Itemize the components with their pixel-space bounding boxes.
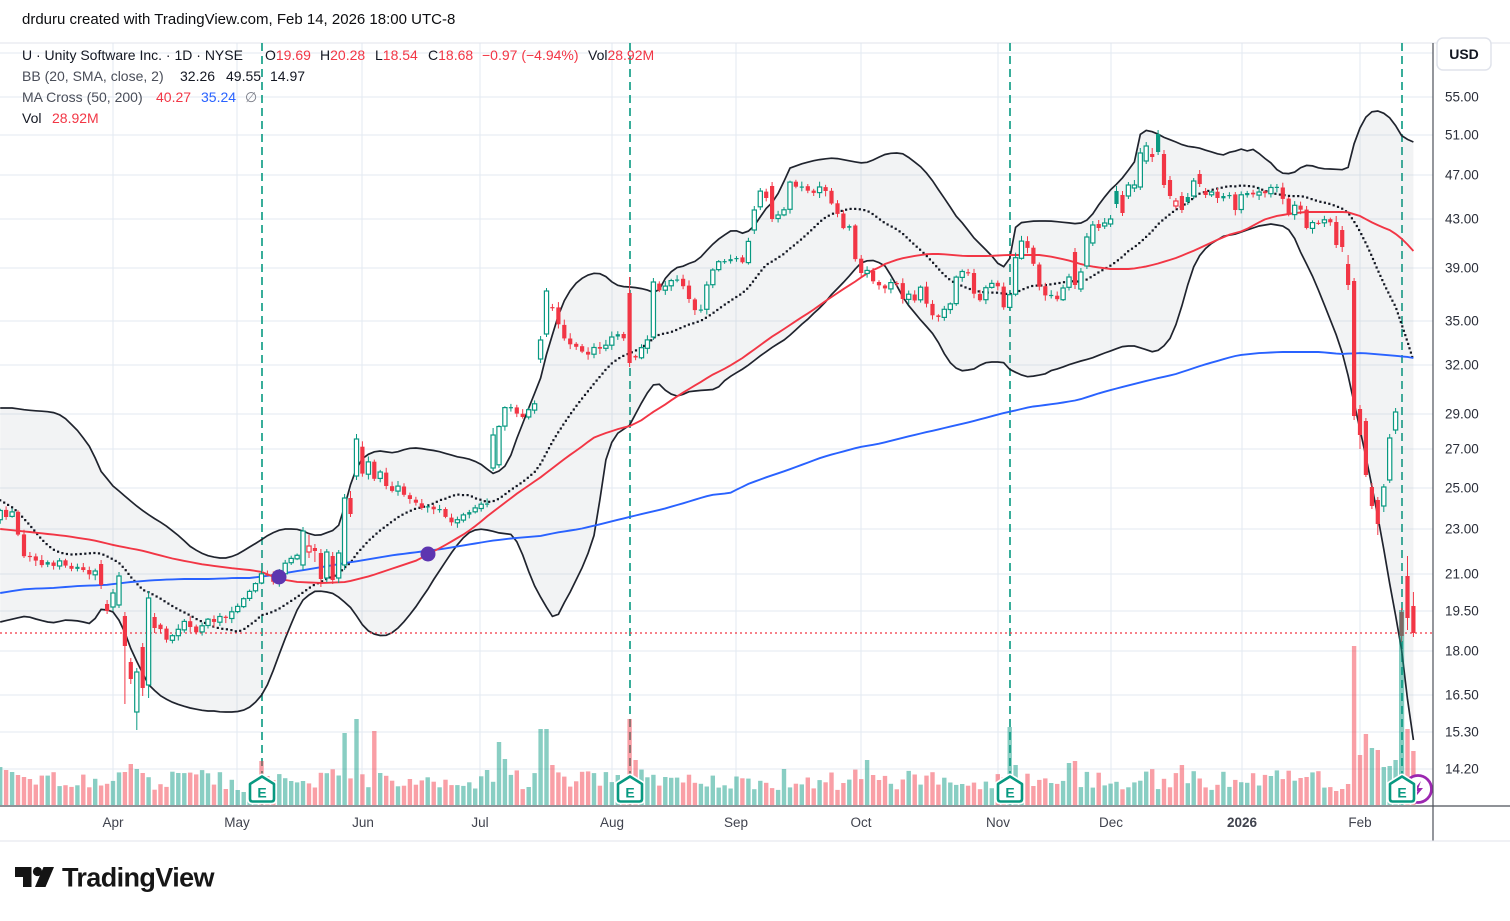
svg-text:E: E (257, 785, 266, 801)
svg-text:Oct: Oct (850, 815, 871, 830)
svg-text:Jun: Jun (352, 815, 374, 830)
svg-text:Apr: Apr (102, 815, 124, 830)
svg-text:Aug: Aug (600, 815, 624, 830)
svg-text:47.00: 47.00 (1445, 168, 1479, 183)
svg-text:MA Cross (50, 200): MA Cross (50, 200) (22, 89, 143, 105)
svg-text:Vol: Vol (22, 110, 41, 126)
svg-text:Feb: Feb (1348, 815, 1371, 830)
svg-text:E: E (625, 785, 634, 801)
svg-text:49.55: 49.55 (226, 68, 261, 84)
svg-text:35.00: 35.00 (1445, 314, 1479, 329)
svg-text:23.00: 23.00 (1445, 522, 1479, 537)
svg-text:14.20: 14.20 (1445, 762, 1479, 777)
svg-text:21.00: 21.00 (1445, 567, 1479, 582)
svg-text:16.50: 16.50 (1445, 688, 1479, 703)
svg-text:TradingView: TradingView (62, 863, 216, 893)
svg-text:15.30: 15.30 (1445, 725, 1479, 740)
svg-text:55.00: 55.00 (1445, 90, 1479, 105)
svg-text:25.00: 25.00 (1445, 481, 1479, 496)
svg-text:51.00: 51.00 (1445, 128, 1479, 143)
svg-text:Sep: Sep (724, 815, 748, 830)
svg-text:Nov: Nov (986, 815, 1010, 830)
svg-text:29.00: 29.00 (1445, 407, 1479, 422)
svg-text:32.00: 32.00 (1445, 358, 1479, 373)
svg-text:drduru created with TradingVie: drduru created with TradingView.com, Feb… (22, 11, 455, 28)
svg-text:39.00: 39.00 (1445, 261, 1479, 276)
svg-text:Jul: Jul (471, 815, 488, 830)
svg-text:18.00: 18.00 (1445, 644, 1479, 659)
svg-text:32.26: 32.26 (180, 68, 215, 84)
svg-text:May: May (224, 815, 250, 830)
svg-text:27.00: 27.00 (1445, 442, 1479, 457)
svg-text:14.97: 14.97 (270, 68, 305, 84)
svg-text:Dec: Dec (1099, 815, 1123, 830)
svg-text:28.92M: 28.92M (52, 110, 99, 126)
svg-text:19.50: 19.50 (1445, 604, 1479, 619)
svg-text:U · Unity Software Inc. · 1D ·: U · Unity Software Inc. · 1D · NYSE (22, 47, 243, 63)
svg-text:2026: 2026 (1227, 815, 1258, 830)
svg-text:35.24: 35.24 (201, 89, 236, 105)
svg-text:43.00: 43.00 (1445, 212, 1479, 227)
svg-text:E: E (1005, 785, 1014, 801)
svg-text:40.27: 40.27 (156, 89, 191, 105)
svg-text:USD: USD (1449, 46, 1479, 62)
svg-text:∅: ∅ (245, 89, 257, 105)
svg-text:E: E (1397, 785, 1406, 801)
svg-text:BB (20, SMA, close, 2): BB (20, SMA, close, 2) (22, 68, 164, 84)
